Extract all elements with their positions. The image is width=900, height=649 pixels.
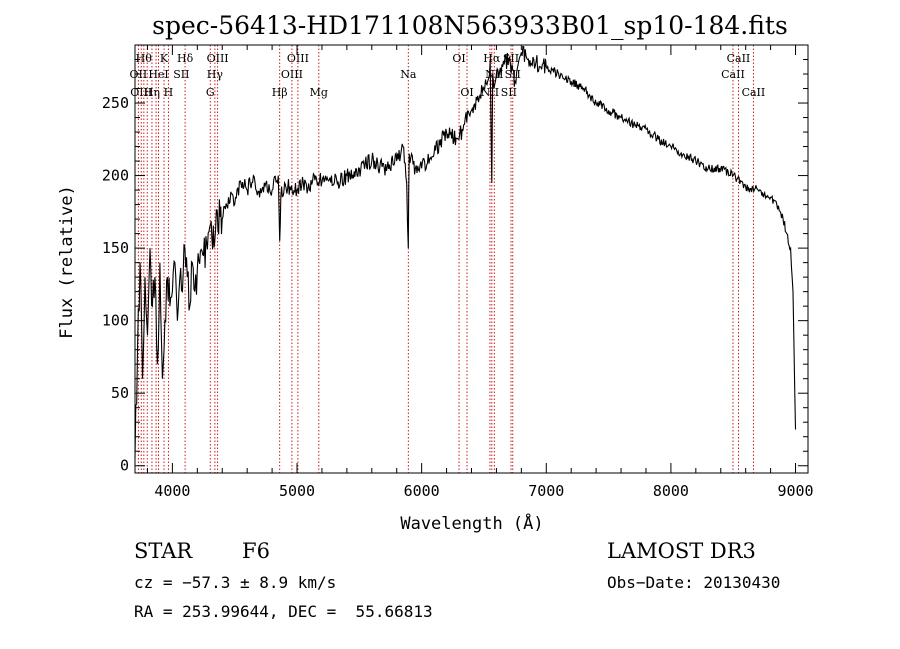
chart-title: spec-56413-HD171108N563933B01_sp10-184.f… xyxy=(152,11,788,40)
line-label-1: K xyxy=(160,52,169,65)
line-label-25: NII xyxy=(481,86,499,99)
survey-name: LAMOST DR3 xyxy=(607,539,756,563)
y-axis-label: Flux (relative) xyxy=(57,185,77,339)
y-tick-label: 50 xyxy=(111,384,129,402)
x-tick-label: 5000 xyxy=(279,482,315,500)
x-tick-label: 9000 xyxy=(777,482,813,500)
line-label-14: Na xyxy=(400,68,417,81)
line-label-22: Hβ xyxy=(272,86,288,99)
object-type: STAR xyxy=(134,539,193,563)
line-label-21: G xyxy=(206,86,215,99)
line-label-12: Hγ xyxy=(207,68,224,81)
line-label-4: OIII xyxy=(287,52,309,65)
line-label-2: Hδ xyxy=(177,52,194,65)
axis-ticks: 4000 5000 6000 7000 8000 9000 0 50 100 150 200 250 xyxy=(102,45,814,500)
line-label-20: H xyxy=(164,86,174,99)
y-tick-label: 200 xyxy=(102,167,129,185)
line-label-11: SII xyxy=(173,68,189,81)
x-tick-label: 7000 xyxy=(528,482,564,500)
sky-coordinates: RA = 253.99644, DEC = 55.66813 xyxy=(134,602,433,621)
x-tick-label: 8000 xyxy=(653,482,689,500)
line-label-27: CaII xyxy=(742,86,766,99)
line-label-18: OIII xyxy=(130,86,152,99)
line-label-8: CaII xyxy=(727,52,751,65)
x-axis-label: Wavelength (Å) xyxy=(400,512,543,534)
x-tick-label: 4000 xyxy=(154,482,190,500)
y-tick-label: 150 xyxy=(102,239,129,257)
line-label-5: OI xyxy=(452,52,465,65)
line-label-3: OIII xyxy=(207,52,229,65)
line-label-19: Hη xyxy=(144,86,160,99)
line-label-23: Mg xyxy=(310,86,328,99)
line-label-0: Hθ xyxy=(136,52,153,65)
observation-date: Obs−Date: 20130430 xyxy=(607,573,781,592)
line-label-6: Hα xyxy=(483,52,501,65)
flux-series-line xyxy=(134,45,797,459)
y-tick-label: 250 xyxy=(102,94,129,112)
line-label-10: HeI xyxy=(148,68,168,81)
y-tick-label: 0 xyxy=(120,457,129,475)
spectral-subclass: F6 xyxy=(242,539,270,563)
line-label-26: SII xyxy=(501,86,517,99)
spectral-line-markers xyxy=(137,45,754,473)
line-label-24: OI xyxy=(460,86,473,99)
redshift-velocity: cz = −57.3 ± 8.9 km/s xyxy=(134,573,337,592)
x-tick-label: 6000 xyxy=(404,482,440,500)
line-label-13: OIII xyxy=(281,68,303,81)
y-tick-label: 100 xyxy=(102,312,129,330)
line-label-17: CaII xyxy=(721,68,745,81)
